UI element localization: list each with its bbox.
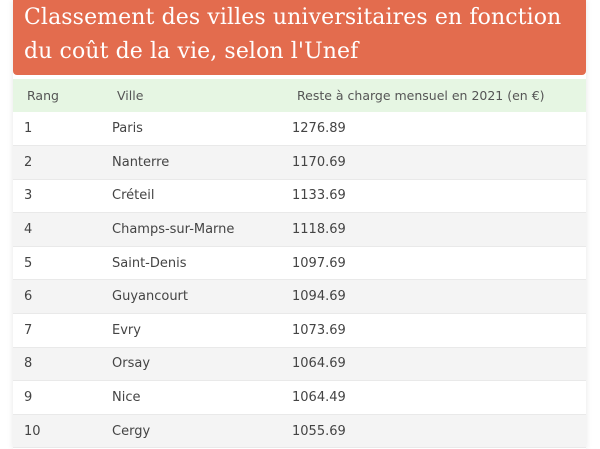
table-row: 10 Cergy 1055.69: [13, 414, 586, 448]
cell-rank: 5: [24, 255, 33, 271]
table-row: 6 Guyancourt 1094.69: [13, 279, 586, 314]
cell-cost: 1133.69: [292, 188, 346, 204]
header-rank: Rang: [27, 88, 59, 103]
cell-city: Champs-sur-Marne: [112, 222, 235, 238]
table-body: 1 Paris 1276.89 2 Nanterre 1170.69 3 Créteil 113…: [13, 112, 586, 448]
header-city: Ville: [117, 88, 144, 103]
cell-rank: 4: [24, 222, 33, 238]
table-card: Classement des villes universitaires en …: [13, 0, 586, 449]
title-banner: Classement des villes universitaires en …: [13, 0, 586, 75]
cell-city: Cergy: [112, 423, 151, 439]
table-row: 3 Créteil 1133.69: [13, 179, 586, 213]
table-row: 4 Champs-sur-Marne 1118.69: [13, 212, 586, 247]
header-row: Rang Ville Reste à charge mensuel en 202…: [13, 79, 586, 112]
cell-rank: 6: [24, 289, 33, 305]
cell-cost: 1064.49: [292, 390, 346, 406]
cell-cost: 1276.89: [292, 121, 346, 137]
cell-rank: 8: [24, 356, 33, 372]
cell-city: Créteil: [112, 188, 155, 204]
cell-city: Evry: [112, 322, 141, 338]
cell-city: Paris: [112, 121, 143, 137]
table-row: 5 Saint-Denis 1097.69: [13, 246, 586, 280]
cell-rank: 9: [24, 390, 33, 406]
chart-title: Classement des villes universitaires en …: [24, 5, 562, 64]
cell-city: Orsay: [112, 356, 151, 372]
table-header: Rang Ville Reste à charge mensuel en 202…: [13, 79, 586, 112]
table-row: 2 Nanterre 1170.69: [13, 145, 586, 180]
cell-cost: 1064.69: [292, 356, 346, 372]
table-row: 8 Orsay 1064.69: [13, 347, 586, 381]
cell-cost: 1055.69: [292, 423, 346, 439]
header-cost: Reste à charge mensuel en 2021 (en €): [297, 88, 545, 103]
cell-cost: 1097.69: [292, 255, 346, 271]
cell-rank: 10: [24, 423, 41, 439]
cell-city: Saint-Denis: [112, 255, 187, 271]
cell-city: Nice: [112, 390, 141, 406]
cell-rank: 1: [24, 121, 33, 137]
table-wrapper: Rang Ville Reste à charge mensuel en 202…: [13, 79, 586, 448]
cell-cost: 1170.69: [292, 154, 346, 170]
table-row: 7 Evry 1073.69: [13, 314, 586, 348]
cell-cost: 1073.69: [292, 322, 346, 338]
cell-city: Guyancourt: [112, 289, 188, 305]
cell-rank: 3: [24, 188, 33, 204]
table-row: 1 Paris 1276.89: [13, 112, 586, 146]
ranking-table: Rang Ville Reste à charge mensuel en 202…: [13, 79, 586, 448]
cell-cost: 1094.69: [292, 289, 346, 305]
table-row: 9 Nice 1064.49: [13, 381, 586, 415]
cell-city: Nanterre: [112, 154, 170, 170]
cell-rank: 7: [24, 322, 33, 338]
cell-rank: 2: [24, 154, 33, 170]
cell-cost: 1118.69: [292, 222, 346, 238]
